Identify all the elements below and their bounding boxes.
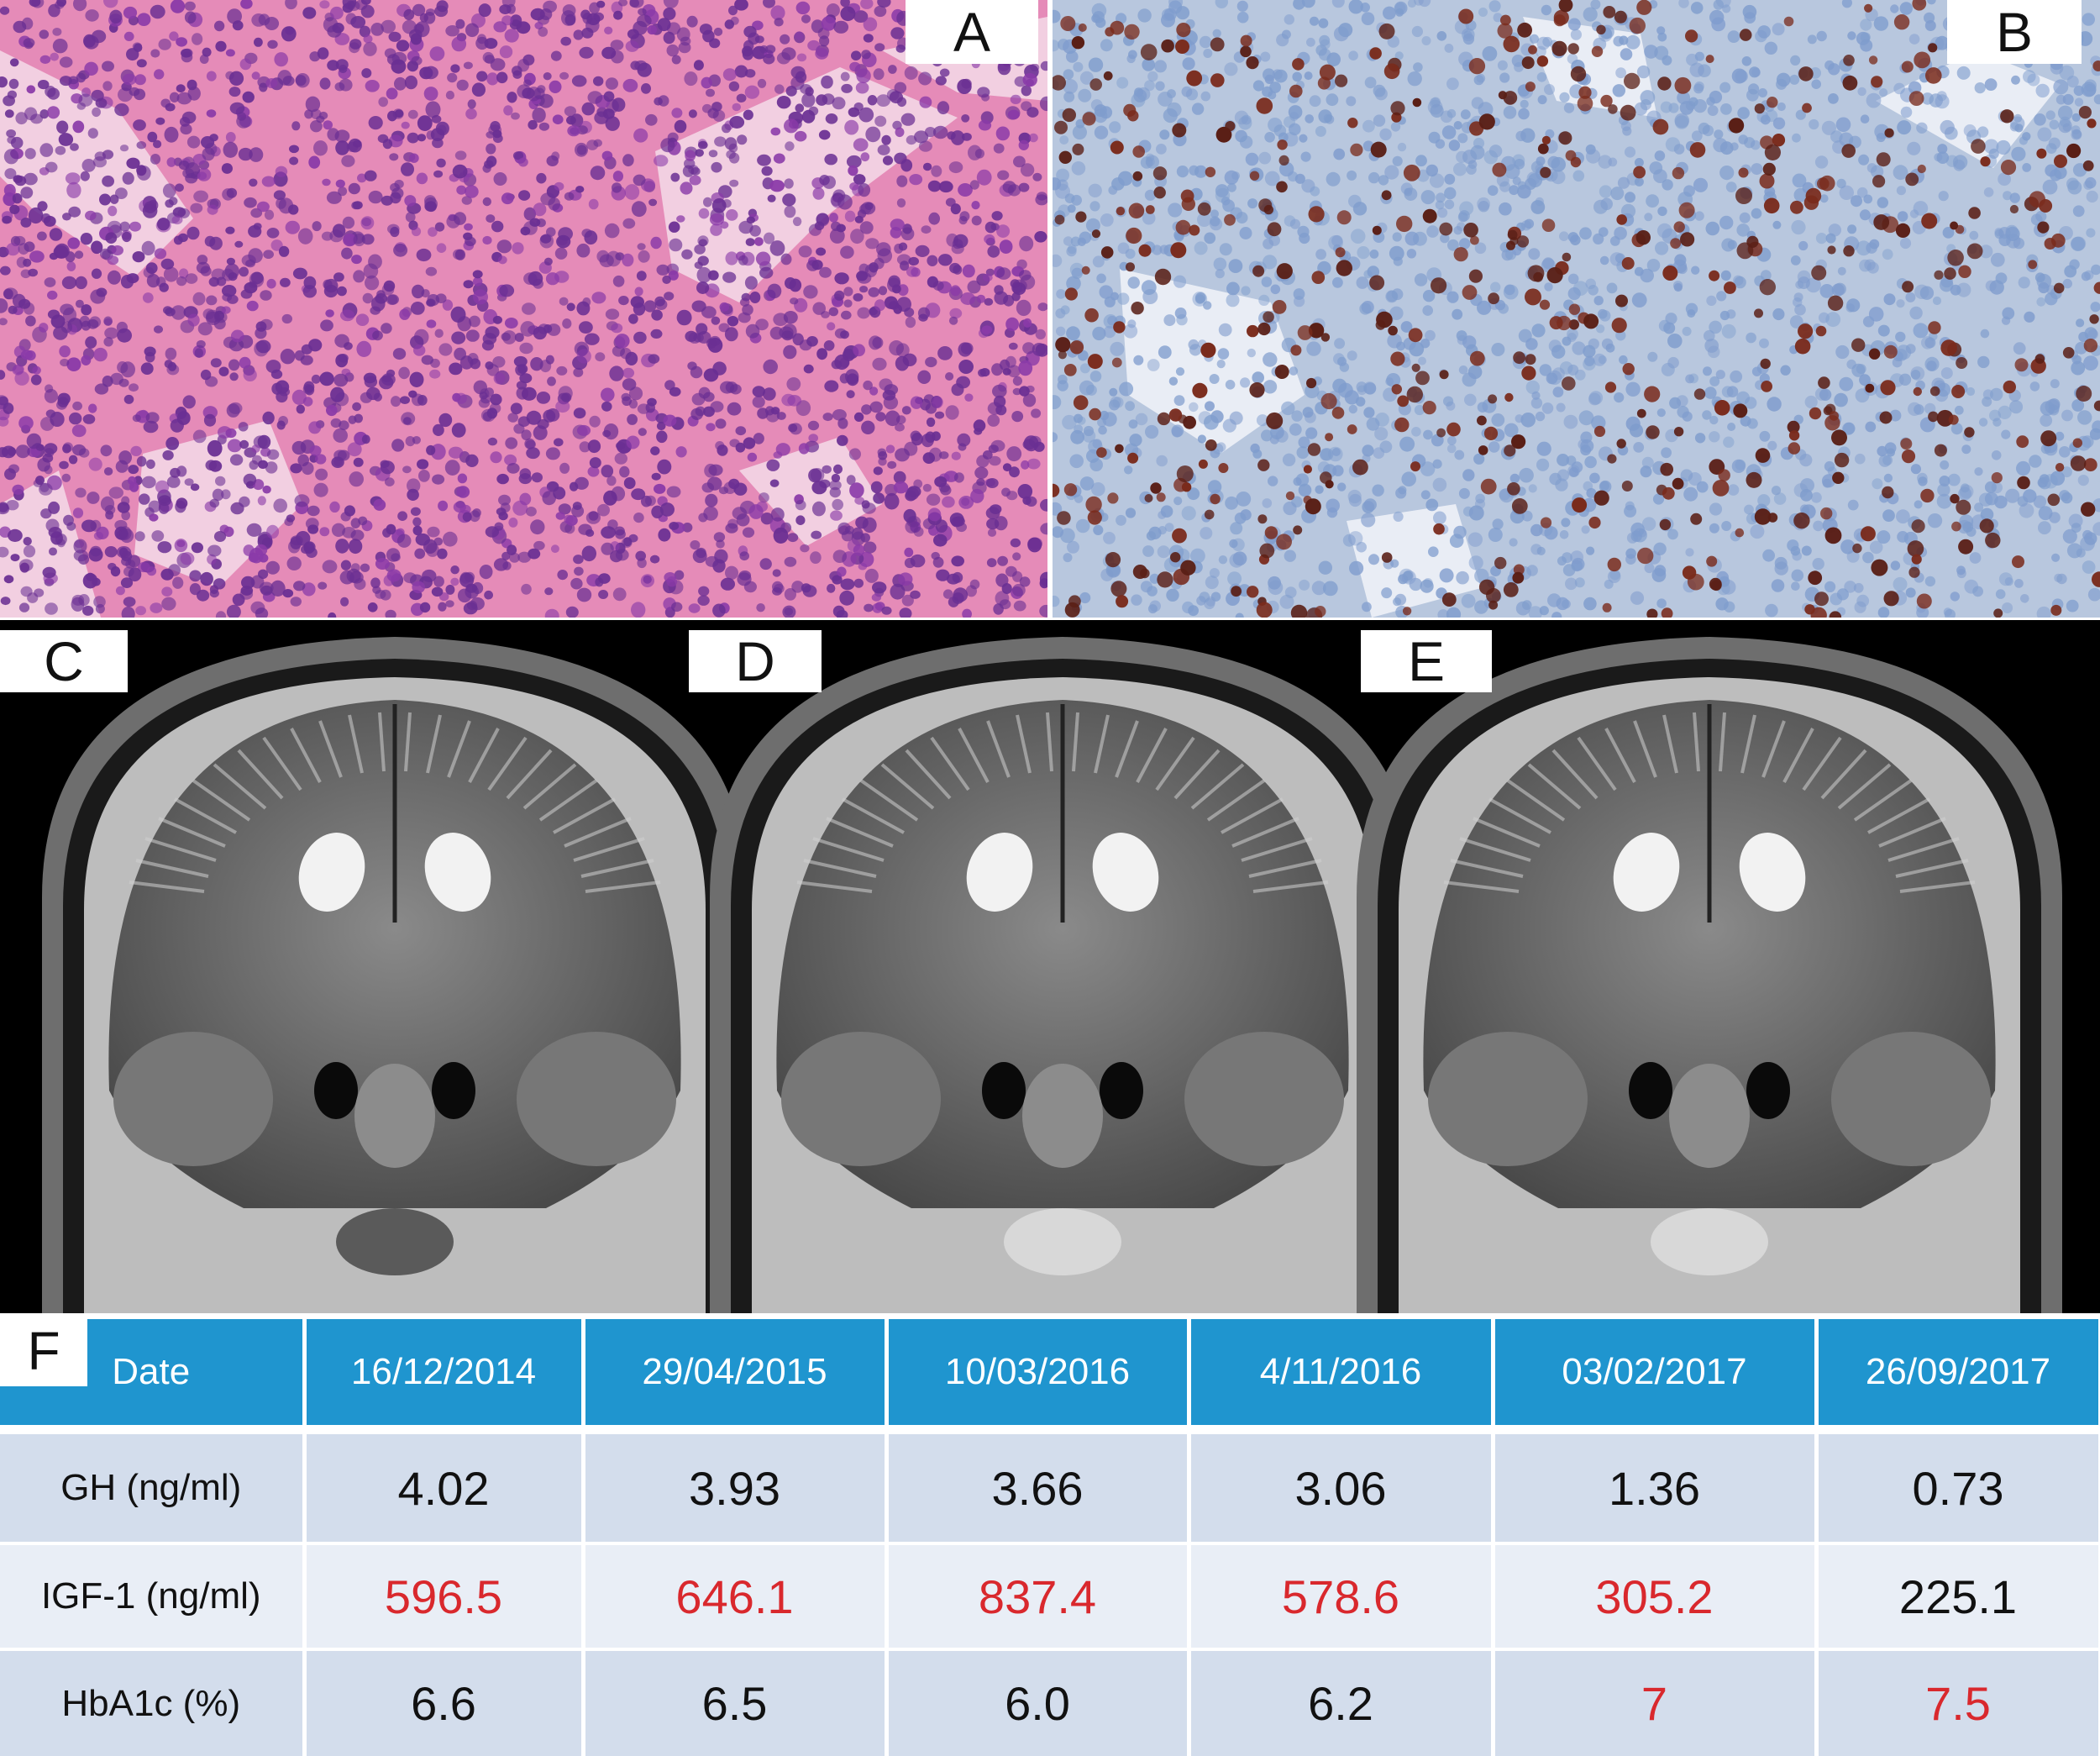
- panel-label-c: C: [0, 630, 128, 692]
- mri-coronal-strip: [0, 620, 2100, 1313]
- header-cell: 16/12/2014: [306, 1319, 581, 1425]
- value-cell: 0.73: [1818, 1434, 2098, 1542]
- value-cell: 225.1: [1818, 1545, 2098, 1648]
- table-row: GH (ng/ml) 4.02 3.93 3.66 3.06 1.36 0.73: [0, 1434, 2100, 1542]
- header-label: 4/11/2016: [1259, 1351, 1422, 1392]
- header-label: 10/03/2016: [944, 1351, 1131, 1392]
- value-cell: 837.4: [888, 1545, 1187, 1648]
- value: 578.6: [1281, 1569, 1400, 1623]
- row-label: GH (ng/ml): [60, 1467, 242, 1508]
- row-label-cell: IGF-1 (ng/ml): [0, 1545, 302, 1648]
- he-nuclei: [0, 0, 1047, 618]
- value: 3.06: [1294, 1461, 1387, 1515]
- value-cell: 7.5: [1818, 1651, 2098, 1756]
- table-row: HbA1c (%) 6.6 6.5 6.0 6.2 7 7.5: [0, 1651, 2100, 1756]
- value: 6.0: [1005, 1677, 1070, 1730]
- value-cell: 3.06: [1190, 1434, 1491, 1542]
- header-label: 03/02/2017: [1562, 1351, 1747, 1392]
- histology-he-panel: [0, 0, 1047, 618]
- value: 1.36: [1609, 1461, 1700, 1515]
- value: 4.02: [397, 1461, 490, 1515]
- value-cell: 1.36: [1494, 1434, 1814, 1542]
- value-cell: 596.5: [306, 1545, 581, 1648]
- he-stain-image: [0, 0, 1047, 618]
- mri-slice-d: [710, 637, 1415, 1313]
- header-cell: 10/03/2016: [888, 1319, 1187, 1425]
- value: 6.6: [411, 1677, 476, 1730]
- value: 596.5: [384, 1569, 503, 1623]
- value: 0.73: [1912, 1461, 2004, 1515]
- row-label-cell: HbA1c (%): [0, 1651, 302, 1756]
- value-cell: 7: [1494, 1651, 1814, 1756]
- header-label: 29/04/2015: [642, 1351, 827, 1392]
- value: 3.93: [689, 1461, 780, 1515]
- ihc-stain-image: [1053, 0, 2100, 618]
- header-label: 26/09/2017: [1865, 1351, 2051, 1392]
- value-cell: 6.0: [888, 1651, 1187, 1756]
- table-row: IGF-1 (ng/ml) 596.5 646.1 837.4 578.6 305.2 22…: [0, 1545, 2100, 1648]
- value-cell: 646.1: [585, 1545, 885, 1648]
- value-cell: 3.66: [888, 1434, 1187, 1542]
- lab-results-table: Date 16/12/2014 29/04/2015 10/03/2016 4/11/2…: [0, 1316, 2100, 1756]
- value-cell: 6.6: [306, 1651, 581, 1756]
- value-cell: 305.2: [1494, 1545, 1814, 1648]
- value: 7: [1641, 1677, 1668, 1730]
- value-cell: 6.2: [1190, 1651, 1491, 1756]
- header-cell: 29/04/2015: [585, 1319, 885, 1425]
- value: 305.2: [1595, 1569, 1714, 1623]
- header-label: Date: [112, 1351, 191, 1392]
- value-cell: 6.5: [585, 1651, 885, 1756]
- value: 3.66: [991, 1461, 1084, 1515]
- table-header-row: Date 16/12/2014 29/04/2015 10/03/2016 4/11/2…: [0, 1319, 2100, 1425]
- value-cell: 4.02: [306, 1434, 581, 1542]
- header-cell: 26/09/2017: [1818, 1319, 2098, 1425]
- value: 225.1: [1898, 1569, 2018, 1623]
- value: 7.5: [1925, 1677, 1991, 1730]
- row-label: IGF-1 (ng/ml): [40, 1575, 261, 1617]
- mri-slice-e: [1357, 637, 2062, 1313]
- mri-slice-c: [42, 637, 748, 1313]
- header-cell: 03/02/2017: [1494, 1319, 1814, 1425]
- value-cell: 578.6: [1190, 1545, 1491, 1648]
- value: 6.5: [701, 1677, 768, 1730]
- histology-ihc-panel: [1053, 0, 2100, 618]
- panel-label-a: A: [906, 0, 1038, 64]
- mri-images: [0, 620, 2100, 1313]
- value-cell: 3.93: [585, 1434, 885, 1542]
- value: 837.4: [978, 1569, 1097, 1623]
- row-label: HbA1c (%): [61, 1682, 241, 1724]
- header-cell: 4/11/2016: [1190, 1319, 1491, 1425]
- panel-label-b: B: [1947, 0, 2082, 64]
- row-label-cell: GH (ng/ml): [0, 1434, 302, 1542]
- panel-label-d: D: [689, 630, 822, 692]
- value: 646.1: [675, 1569, 794, 1623]
- header-label: 16/12/2014: [350, 1351, 537, 1392]
- panel-label-f: F: [0, 1316, 87, 1386]
- panel-label-e: E: [1361, 630, 1492, 692]
- value: 6.2: [1308, 1677, 1373, 1730]
